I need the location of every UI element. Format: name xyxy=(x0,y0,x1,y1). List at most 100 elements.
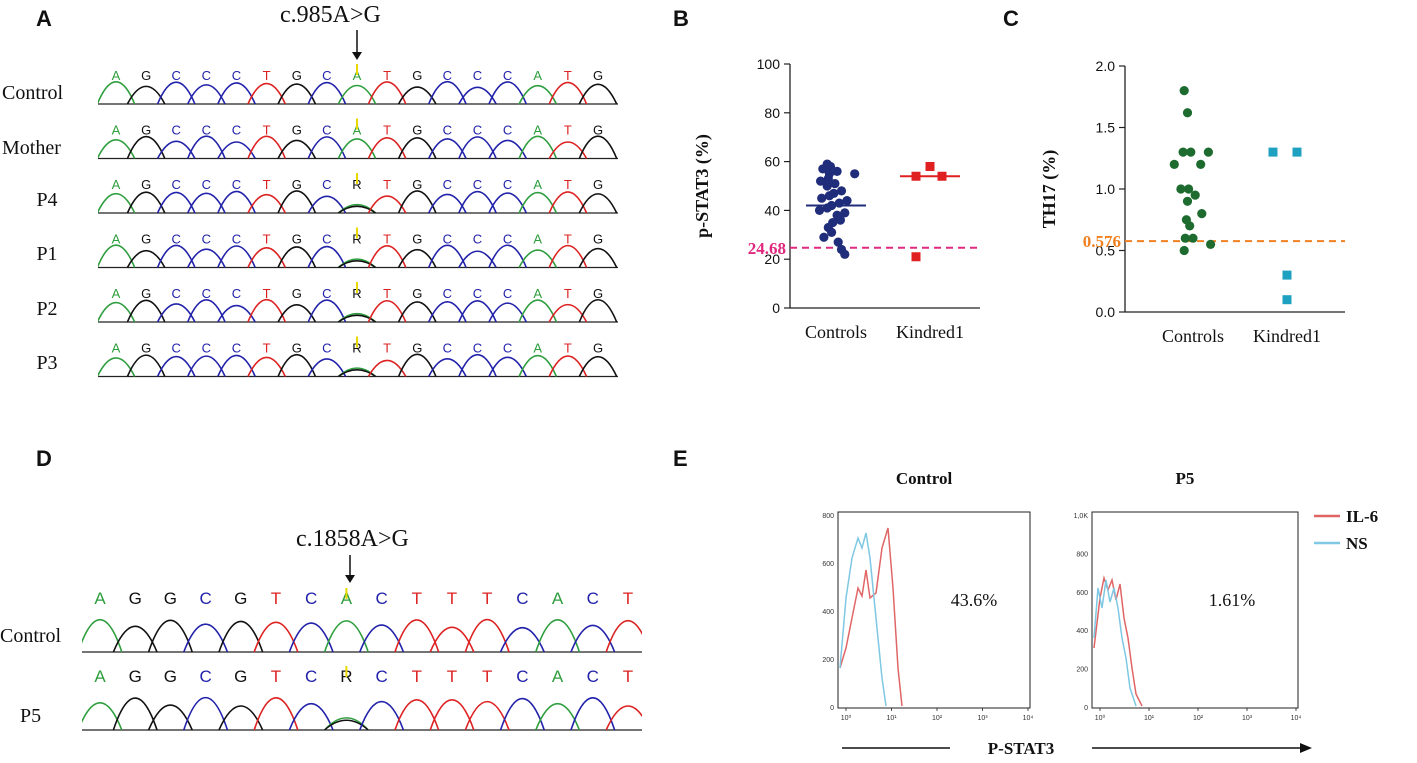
x-tick-label: 10⁰ xyxy=(1095,714,1106,722)
base-call: C xyxy=(172,177,181,192)
base-call: G xyxy=(412,232,422,247)
panel-letter-a: A xyxy=(36,6,52,31)
data-point xyxy=(1186,147,1196,157)
base-call: G xyxy=(129,667,142,686)
y-tick-label: 1.5 xyxy=(1096,120,1116,136)
base-call: A xyxy=(112,123,121,138)
panel-a-mutation-label: c.985A>G xyxy=(280,2,381,28)
base-call: G xyxy=(234,667,247,686)
base-call: T xyxy=(263,341,271,356)
base-call: T xyxy=(383,341,391,356)
trace-peak xyxy=(156,140,196,159)
base-call: C xyxy=(172,286,181,301)
data-point xyxy=(1185,221,1195,231)
x-tick-label: 10⁰ xyxy=(841,714,852,722)
base-call: G xyxy=(141,286,151,301)
threshold-label: 0.576 xyxy=(1083,232,1121,251)
base-call: A xyxy=(353,123,362,138)
y-tick-label: 80 xyxy=(764,105,780,121)
trace-peak xyxy=(337,205,377,214)
data-point xyxy=(1180,233,1190,243)
data-point xyxy=(825,161,836,172)
base-call: C xyxy=(172,341,181,356)
y-tick-label: 400 xyxy=(1076,628,1088,635)
base-call: T xyxy=(482,589,492,608)
y-tick-label: 600 xyxy=(822,561,834,568)
base-call: C xyxy=(503,232,512,247)
data-point xyxy=(1282,270,1292,280)
y-tick-label: 40 xyxy=(764,202,780,218)
trace-peak xyxy=(247,194,287,214)
trace-peak xyxy=(367,195,407,214)
trace-peak xyxy=(323,620,369,653)
data-point xyxy=(1178,147,1188,157)
row-label: P5 xyxy=(20,705,42,727)
trace-peak xyxy=(147,704,193,731)
trace-peak xyxy=(548,141,588,159)
trace-peak xyxy=(337,314,377,323)
data-point xyxy=(1268,147,1278,157)
data-point xyxy=(830,178,840,189)
y-axis-label: p-STAT3 (%) xyxy=(692,134,713,238)
base-call: A xyxy=(533,341,542,356)
y-tick-label: 0.5 xyxy=(1096,243,1116,259)
y-tick-label: 0.0 xyxy=(1096,304,1116,320)
y-tick-label: 0 xyxy=(830,705,834,712)
base-call: R xyxy=(352,341,361,356)
data-point xyxy=(1282,295,1292,305)
trace-peak xyxy=(217,141,256,159)
trace-peak xyxy=(82,619,123,653)
trace-peak xyxy=(147,619,193,653)
x-tick-label: 10² xyxy=(1193,715,1204,722)
base-call: A xyxy=(533,123,542,138)
trace-peak xyxy=(397,86,437,105)
trace-peak xyxy=(548,304,588,323)
base-call: T xyxy=(271,667,281,686)
data-point xyxy=(827,227,837,237)
base-call: G xyxy=(593,68,603,83)
trace-peak xyxy=(337,369,377,378)
base-call: C xyxy=(232,286,241,301)
chromatogram-row: AGGCGTCRCTTTCACT xyxy=(82,666,642,731)
legend-label: IL-6 xyxy=(1346,507,1378,526)
base-call: T xyxy=(447,589,457,608)
panel-e-flow-cytometry: Control 800 600 400 200 0 10⁰ 10¹ 10² 10³ 10⁴ 43.6%… xyxy=(822,469,1378,758)
trace-peak xyxy=(578,193,618,214)
data-point xyxy=(1179,86,1189,96)
base-call: C xyxy=(305,667,317,686)
trace-peak xyxy=(578,299,618,323)
base-call: G xyxy=(292,123,302,138)
base-call: T xyxy=(482,667,492,686)
base-call: A xyxy=(112,341,121,356)
data-point xyxy=(1197,209,1207,219)
trace-peak xyxy=(156,303,196,323)
ns-curve xyxy=(1093,579,1137,707)
trace-peak xyxy=(247,356,287,377)
base-call: A xyxy=(112,68,121,83)
trace-peak xyxy=(518,249,558,268)
flow-histogram: Control 800 600 400 200 0 10⁰ 10¹ 10² 10³ 10⁴ 43.6% xyxy=(822,469,1033,722)
down-arrow-icon xyxy=(345,555,355,583)
y-tick-label: 200 xyxy=(822,657,834,664)
data-point xyxy=(822,181,832,191)
base-call: T xyxy=(263,286,271,301)
base-call: A xyxy=(533,232,542,247)
row-label: P3 xyxy=(36,352,58,374)
y-tick-label: 200 xyxy=(1076,667,1088,674)
base-call: C xyxy=(172,68,181,83)
base-call: T xyxy=(383,232,391,247)
data-point xyxy=(818,164,828,174)
base-call: C xyxy=(202,341,211,356)
y-tick-label: 1.0 xyxy=(1096,181,1116,197)
base-call: G xyxy=(593,341,603,356)
trace-peak xyxy=(186,248,226,268)
x-tick-label: 10³ xyxy=(1242,715,1253,722)
base-call: A xyxy=(552,589,564,608)
panel-letter-e: E xyxy=(673,446,688,471)
base-call: A xyxy=(533,286,542,301)
data-point xyxy=(824,191,834,201)
data-point xyxy=(1184,184,1194,194)
y-tick-label: 20 xyxy=(764,251,780,267)
base-call: R xyxy=(352,286,361,301)
